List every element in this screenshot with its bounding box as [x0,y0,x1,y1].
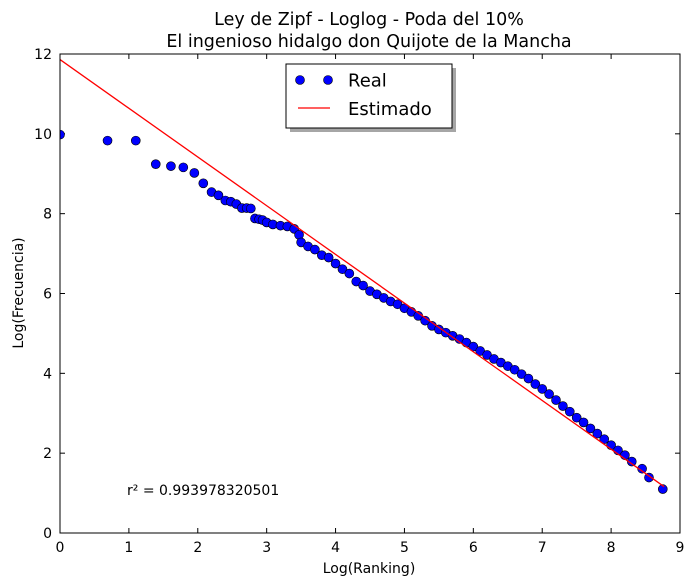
y-tick-label: 12 [34,47,52,63]
y-axis-label: Log(Frecuencia) [11,237,27,348]
y-tick-label: 4 [43,366,52,382]
legend-label-estimado: Estimado [348,99,432,120]
real-data-point [558,401,568,411]
real-data-point [246,203,256,214]
real-data-point [626,456,637,467]
x-tick-label: 8 [607,540,616,556]
real-data-point [330,258,341,269]
real-data-point [516,369,527,379]
legend: Real Estimado [285,63,456,132]
y-tick-label: 0 [43,526,52,542]
x-tick-label: 0 [56,540,65,556]
real-data-point [571,412,582,423]
real-data-point [523,373,534,384]
real-data-point [537,384,548,394]
real-data-point [150,159,161,169]
real-data-point [130,135,141,146]
x-tick-label: 7 [538,540,547,556]
real-data-point [530,379,541,389]
annotation-r-squared: r² = 0.993978320501 [127,483,279,499]
legend-label-real: Real [348,71,387,92]
estimado-fit-line [60,59,665,488]
legend-marker-real-left [295,75,305,85]
real-data-point [344,268,355,279]
real-data-point [585,423,596,434]
real-data-point [198,178,209,189]
real-data-point [102,135,113,146]
x-tick-label: 2 [193,540,202,556]
real-data-point [578,417,589,428]
x-tick-label: 9 [676,540,685,556]
real-data-point [644,472,654,483]
real-data-point [310,244,320,255]
real-data-point [544,389,554,399]
real-data-point [637,463,647,474]
real-data-point [178,162,189,173]
plot-frame [59,53,681,534]
real-data-point [564,406,575,417]
real-data-point [60,129,65,140]
y-tick-label: 10 [34,127,52,143]
real-data-point [657,484,668,494]
x-tick-label: 1 [124,540,133,556]
legend-box [285,63,453,129]
y-tick-label: 8 [43,207,52,223]
y-tick-label: 2 [43,446,52,462]
real-data-point [166,161,176,171]
real-data-point [189,168,200,178]
chart-title-line-2: El ingenioso hidalgo don Quijote de la M… [166,32,571,52]
plot-area [60,59,668,494]
real-data-point [337,264,348,274]
legend-marker-real-right [323,75,333,85]
x-tick-label: 4 [331,540,340,556]
real-data-point [551,395,561,405]
real-data-point [358,280,368,291]
x-tick-label: 3 [262,540,271,556]
y-tick-label: 6 [43,287,52,303]
real-data-point [323,252,334,263]
real-data-point [592,428,603,439]
x-tick-label: 5 [400,540,409,556]
real-data-point [509,364,520,375]
real-data-point [213,190,224,201]
x-tick-label: 6 [469,540,478,556]
x-axis-label: Log(Ranking) [323,561,416,577]
chart-title-line-1: Ley de Zipf - Loglog - Poda del 10% [214,10,524,30]
